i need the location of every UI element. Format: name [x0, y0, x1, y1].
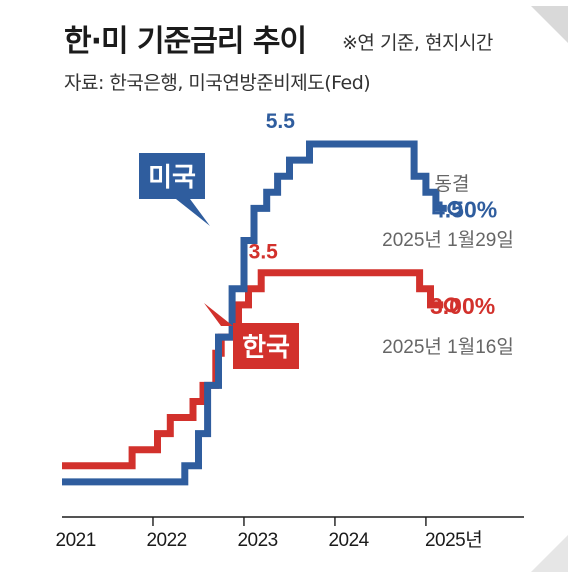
end-date-korea: 2025년 1월16일	[382, 336, 514, 358]
peak-label-us: 5.5	[266, 110, 296, 133]
x-tick-label: 2025년	[425, 529, 482, 551]
series-line-korea	[62, 269, 444, 470]
x-tick-label: 2024	[328, 530, 369, 551]
series-name-us: 미국	[148, 162, 196, 192]
series-layer	[62, 140, 463, 486]
series-line-us	[62, 140, 447, 486]
series-badge-korea	[233, 323, 299, 369]
end-marker-us	[447, 200, 463, 216]
x-tick-label: 2023	[237, 530, 277, 551]
end-marker-korea	[443, 297, 459, 313]
series-badge-us	[139, 153, 205, 199]
chart-title: 한·미 기준금리 추이	[64, 24, 307, 59]
corner-mark-bottom-right	[531, 535, 568, 572]
peak-label-korea: 3.5	[249, 241, 279, 264]
corner-mark-top-right	[531, 6, 568, 43]
series-badge-pointer-korea	[204, 303, 233, 326]
end-status-us: 동결	[435, 173, 470, 195]
chart-frame	[42, 6, 568, 572]
end-value-korea: 3.00%	[430, 293, 495, 319]
unit-note: ※연 기준, 현지시간	[342, 32, 493, 54]
x-tick-label: 2021	[56, 530, 96, 551]
axis-layer: 2021 2022 2023 2024 2025년	[56, 516, 524, 551]
source-note: 자료: 한국은행, 미국연방준비제도(Fed)	[64, 72, 371, 94]
series-name-korea: 한국	[242, 332, 290, 362]
end-value-us: 4.50%	[432, 196, 497, 222]
end-date-us: 2025년 1월29일	[382, 229, 514, 251]
series-badge-pointer-us	[176, 199, 210, 226]
x-tick-label: 2022	[146, 530, 186, 551]
